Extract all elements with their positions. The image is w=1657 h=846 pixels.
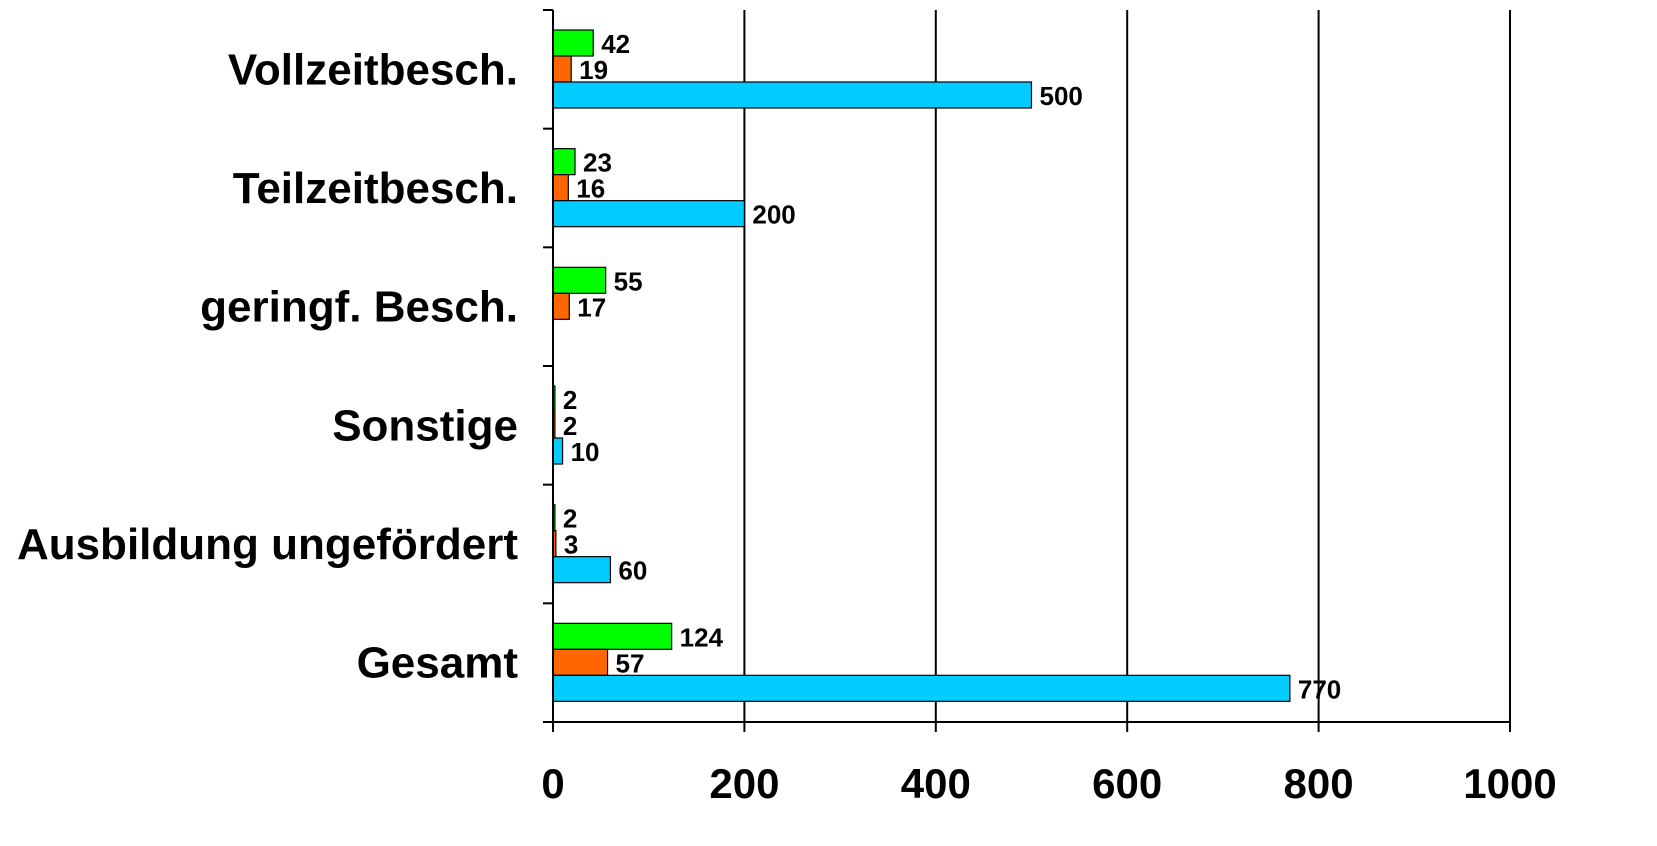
axes xyxy=(543,9,1511,732)
bars xyxy=(552,29,1291,702)
data-label: 42 xyxy=(601,29,630,59)
data-label: 57 xyxy=(616,648,645,678)
data-label: 17 xyxy=(577,292,606,322)
bar-series3-4 xyxy=(552,556,612,584)
bar-series2-1 xyxy=(552,174,569,202)
category-label: Vollzeitbesch. xyxy=(228,45,518,94)
bar-series3-5 xyxy=(552,674,1291,702)
data-label: 770 xyxy=(1298,674,1341,704)
data-label: 16 xyxy=(576,174,605,204)
data-label: 124 xyxy=(680,622,724,652)
x-tick-label: 1000 xyxy=(1463,760,1556,807)
x-tick-label: 0 xyxy=(541,760,564,807)
data-label: 55 xyxy=(614,266,643,296)
x-tick-label: 600 xyxy=(1092,760,1162,807)
bar-series3-0 xyxy=(552,81,1033,109)
bar-series1-0 xyxy=(552,29,594,57)
bar-series1-5 xyxy=(552,622,673,650)
data-label: 60 xyxy=(618,556,647,586)
category-label: Sonstige xyxy=(332,401,518,450)
data-label: 23 xyxy=(583,148,612,178)
x-tick-label: 400 xyxy=(901,760,971,807)
data-label: 10 xyxy=(571,437,600,467)
category-labels: Vollzeitbesch. Teilzeitbesch. geringf. Bes… xyxy=(17,45,518,687)
x-tick-labels: 0 200 400 600 800 1000 xyxy=(541,760,1556,807)
category-label: Teilzeitbesch. xyxy=(233,164,518,213)
x-tick-label: 800 xyxy=(1284,760,1354,807)
grid-lines xyxy=(743,10,1511,722)
bar-series2-2 xyxy=(552,292,570,320)
bar-series1-2 xyxy=(552,266,607,294)
data-label: 2 xyxy=(563,504,577,534)
bar-series3-3 xyxy=(552,437,564,465)
category-label: Gesamt xyxy=(357,639,519,688)
bar-series2-0 xyxy=(552,55,572,83)
data-label: 3 xyxy=(564,530,578,560)
category-label: Ausbildung ungefördert xyxy=(17,520,518,569)
data-label: 19 xyxy=(579,55,608,85)
category-label: geringf. Besch. xyxy=(200,283,518,332)
data-label: 2 xyxy=(563,411,577,441)
data-label: 2 xyxy=(563,385,577,415)
bar-series2-5 xyxy=(552,648,609,676)
data-label: 500 xyxy=(1040,81,1083,111)
data-label: 200 xyxy=(752,200,795,230)
bar-series3-1 xyxy=(552,200,745,228)
x-tick-label: 200 xyxy=(709,760,779,807)
bar-series1-1 xyxy=(552,148,576,176)
